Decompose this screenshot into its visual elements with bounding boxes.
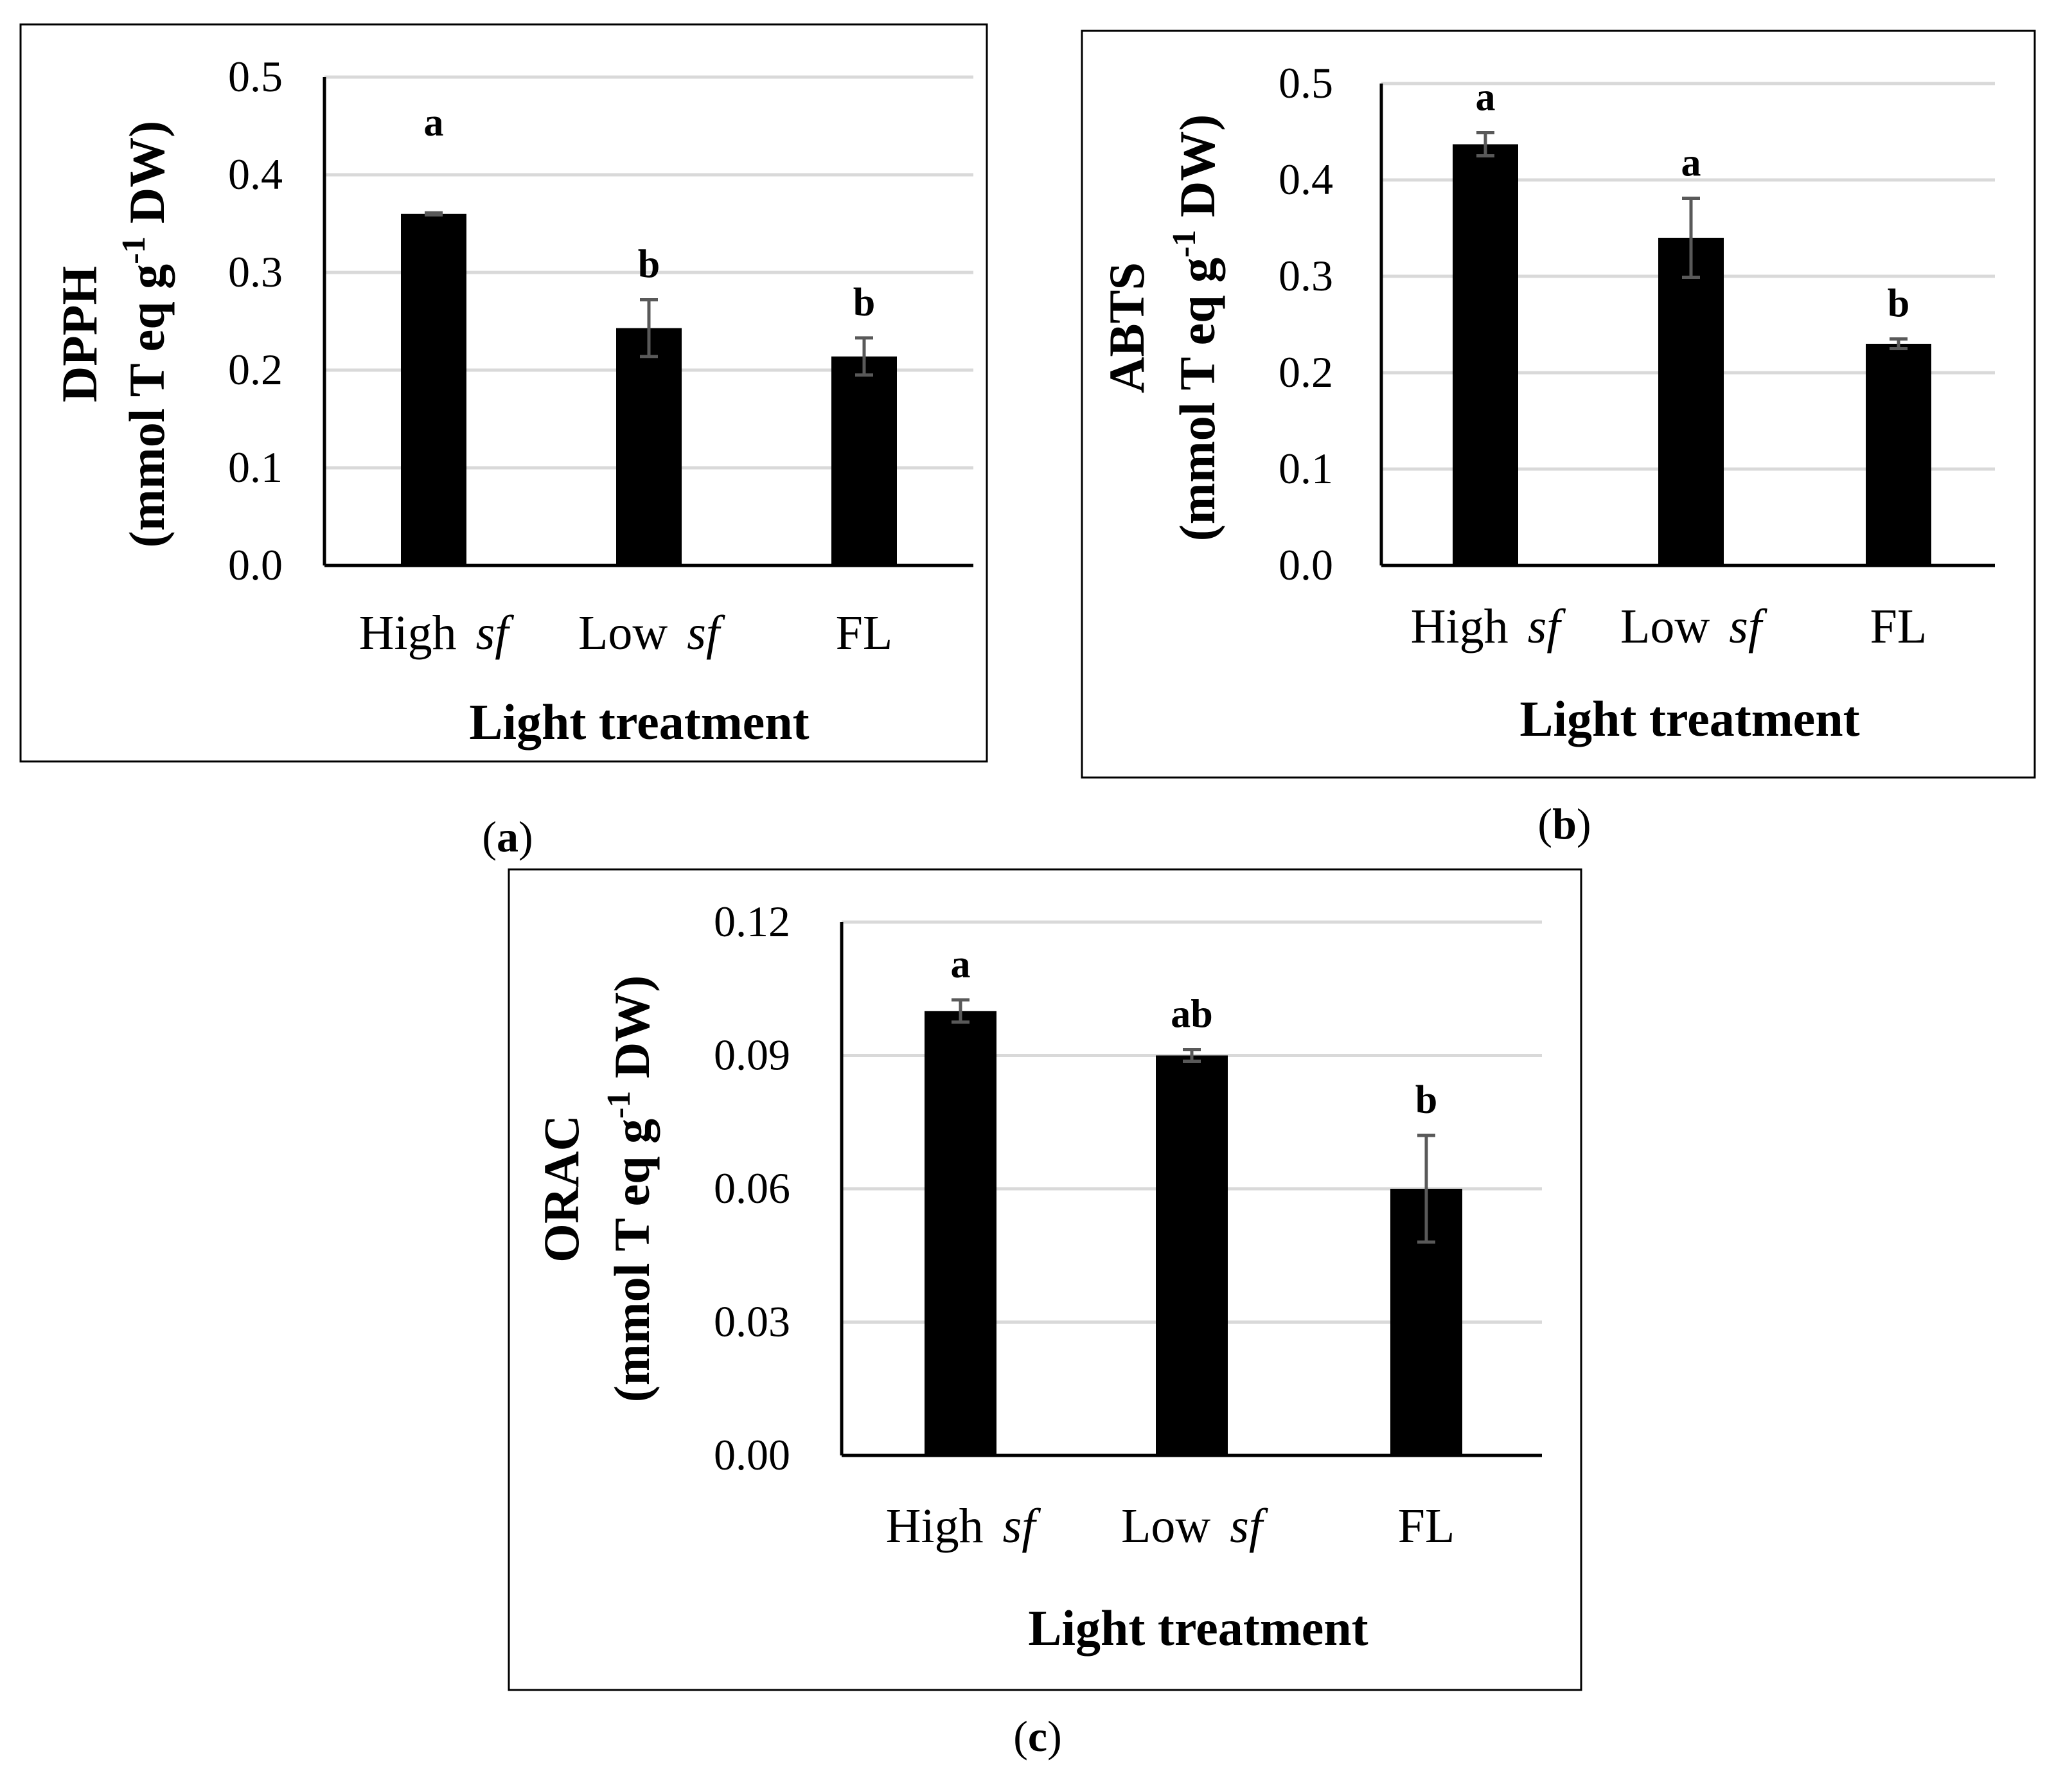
panel-label-close: ) [1577,799,1591,848]
y-axis-units-main: (mmol T eq g [604,1119,660,1402]
y-tick-label: 0.0 [228,540,283,589]
category-label-main: FL [836,606,893,660]
category-label: Low sf [1121,1499,1268,1553]
significance-letter: ab [1171,993,1212,1036]
category-label: High sf [359,606,515,660]
y-tick-label: 0.2 [228,345,283,394]
significance-letter: a [424,101,444,145]
significance-letter: b [1415,1078,1437,1122]
x-axis-title: Light treatment [1028,1600,1368,1656]
y-tick-label: 0.2 [1279,348,1333,396]
y-tick-label: 0.5 [228,52,283,101]
y-tick-label: 0.0 [1279,540,1333,589]
significance-letter: a [951,943,971,986]
panel-label-letter: b [1552,799,1577,848]
panel-label-open: ( [1013,1712,1028,1761]
category-label-italic: sf [1729,600,1767,653]
category-label: Low sf [1620,600,1767,653]
bar [925,1011,996,1455]
y-tick-label: 0.1 [1279,444,1333,493]
y-axis-title: ABTS [1099,262,1155,393]
panel-label-letter: a [497,812,518,861]
category-label-main: High [359,606,457,660]
bar [831,356,897,565]
bar [1866,344,1931,565]
category-label-italic: sf [1003,1499,1041,1553]
chart-frame [508,868,1582,1691]
y-tick-label: 0.4 [1279,155,1333,204]
bar [401,213,466,565]
y-axis-title: DPPH [51,266,107,402]
panel-label-open: ( [482,812,497,861]
y-axis-units-main: (mmol T eq g [119,264,175,547]
y-axis-units: (mmol T eq g-1 DW) [1166,114,1225,541]
category-label: High sf [886,1499,1041,1553]
category-label-italic: sf [687,606,725,660]
panel-label-open: ( [1537,799,1552,848]
panel-label: (b) [1537,799,1591,848]
category-label: FL [1870,600,1927,653]
y-tick-label: 0.1 [228,443,283,492]
y-tick-label: 0.5 [1279,58,1333,107]
panel-label: (a) [482,812,533,861]
category-label-main: Low [578,606,668,660]
bar [1453,144,1518,565]
bar [1156,1055,1228,1455]
y-axis-units-tail: DW) [1169,114,1225,230]
significance-letter: a [1476,76,1496,120]
category-label: High sf [1411,600,1566,653]
y-tick-label: 0.12 [714,897,790,946]
significance-letter: b [853,281,875,324]
category-label-main: FL [1398,1499,1455,1553]
x-axis-title: Light treatment [1519,691,1859,747]
y-axis-title: ORAC [533,1115,589,1263]
chart-frame [1081,30,2036,779]
panel-label: (c) [1013,1712,1062,1761]
panel-label-letter: c [1028,1712,1047,1761]
y-tick-label: 0.4 [228,150,283,199]
category-label-main: Low [1121,1499,1210,1553]
category-label-main: High [886,1499,984,1553]
x-axis-title: Light treatment [469,694,809,750]
category-label: FL [1398,1499,1455,1553]
y-axis-units-tail: DW) [119,121,175,236]
y-axis-units-main: (mmol T eq g [1169,258,1225,541]
category-label-italic: sf [1230,1499,1268,1553]
panel-label-close: ) [518,812,533,861]
significance-letter: a [1681,141,1701,185]
category-label: FL [836,606,893,660]
category-label-italic: sf [476,606,515,660]
y-tick-label: 0.06 [714,1164,790,1213]
significance-letter: b [638,243,660,287]
chart-frame [19,23,988,763]
category-label-italic: sf [1528,600,1566,653]
panel-label-close: ) [1047,1712,1062,1761]
y-axis-units: (mmol T eq g-1 DW) [116,121,175,547]
y-tick-label: 0.3 [228,247,283,296]
y-tick-label: 0.00 [714,1430,790,1479]
y-axis-units-tail: DW) [604,975,660,1091]
y-axis-units-superscript: -1 [1166,230,1203,258]
y-axis-units-superscript: -1 [116,236,152,264]
category-label: Low sf [578,606,725,660]
y-axis-units-superscript: -1 [601,1091,637,1119]
category-label-main: Low [1620,600,1710,653]
y-tick-label: 0.3 [1279,251,1333,300]
significance-letter: b [1888,282,1909,326]
bar [616,328,682,565]
category-label-main: FL [1870,600,1927,653]
y-tick-label: 0.03 [714,1297,790,1346]
bar [1658,238,1724,565]
y-tick-label: 0.09 [714,1031,790,1080]
y-axis-units: (mmol T eq g-1 DW) [601,975,660,1402]
category-label-main: High [1411,600,1509,653]
